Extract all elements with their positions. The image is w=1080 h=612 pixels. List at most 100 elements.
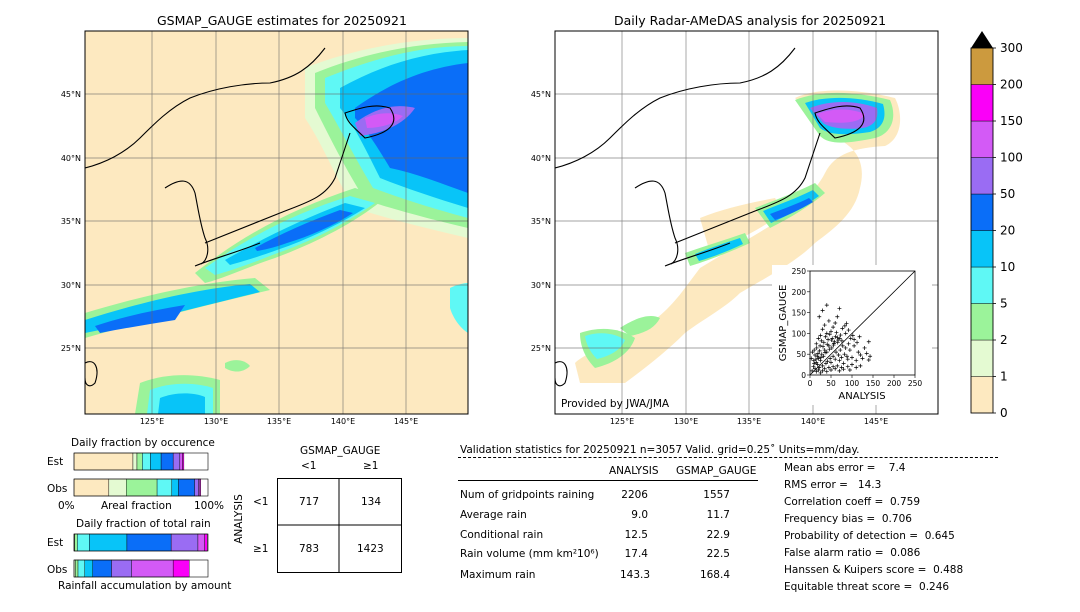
svg-text:140°E: 140°E [801,417,825,426]
scatter-point [820,368,825,373]
colorbar-segment [970,120,994,158]
scatter-point [825,359,830,364]
scatter-diagonal [809,270,916,376]
scatter-point [825,342,830,347]
scatter-y-tick-label: 50 [796,350,806,359]
score-hk: Hanssen & Kuipers score = 0.488 [784,564,964,576]
svg-text:130°E: 130°E [674,417,698,426]
scatter-point [866,358,871,363]
scatter-point [827,347,832,352]
validation-row-gsmap: 22.9 [706,529,730,541]
scatter-point [827,332,832,337]
scatter-point [818,358,823,363]
colorbar-tick-label: 300 [1000,41,1023,55]
scatter-point [812,348,817,353]
scatter-point [833,321,838,325]
scatter-point [831,325,836,330]
right-map-lat-labels: 45°N 40°N 35°N 30°N 25°N [531,90,551,353]
scatter-point [817,348,822,353]
contingency-row-lt1: <1 [253,496,269,508]
fraction-segment [77,559,85,578]
fraction-segment [178,478,195,497]
occurrence-title: Daily fraction by occurence [71,437,215,449]
scatter-point [824,331,829,336]
colorbar-segment [970,303,994,341]
scatter-point [821,340,826,345]
validation-row-gsmap: 168.4 [699,569,730,581]
left-map: 125°E 130°E 135°E 140°E 145°E 45°N 40°N … [61,30,469,426]
scatter-point [812,361,817,366]
scatter-point [813,353,818,358]
svg-text:30°N: 30°N [531,281,551,290]
left-map-coastlines [85,47,395,387]
scatter-point [842,323,847,328]
scatter-point [858,353,863,358]
scatter-point [811,358,816,363]
score-mae: Mean abs error = 7.4 [784,462,906,474]
svg-text:45°N: 45°N [531,90,551,99]
fraction-bar-frame [73,533,209,552]
contingency-grid [277,478,402,573]
occurrence-axis-left: 0% [58,500,75,512]
scatter-y-ticks: 0 50 100 150 200 250 [792,267,810,380]
scatter-point [834,330,839,335]
svg-text:125°E: 125°E [140,417,164,426]
fraction-segment [204,533,208,552]
scatter-point [850,333,855,338]
scatter-point [857,334,862,339]
scatter-x-tick-label: 0 [808,379,813,388]
fraction-segment [170,533,199,552]
fraction-segment [111,559,132,578]
fraction-segment [108,478,127,497]
scatter-x-tick-label: 250 [908,379,923,388]
validation-row-gsmap: 11.7 [706,509,730,521]
colorbar-tick-label: 20 [1000,224,1015,238]
score-pod: Probability of detection = 0.645 [784,530,955,542]
svg-text:40°N: 40°N [61,154,81,163]
scatter-point [868,354,873,359]
scatter-point [822,366,827,371]
scatter-point [821,354,826,359]
validation-header: Validation statistics for 20250921 n=305… [460,444,860,456]
right-map-lon-labels: 125°E 130°E 135°E 140°E 145°E [610,417,888,426]
scatter-point [831,354,836,359]
left-map-lat-labels: 45°N 40°N 35°N 30°N 25°N [61,90,81,353]
colorbar: 0 1 2 5 10 20 50 100 150 200 300 [970,31,1023,420]
scatter-point [821,344,826,349]
total-rain-axis-label: Rainfall accumulation by amount [58,580,232,592]
fraction-segment [73,478,110,497]
fraction-segment [73,452,134,471]
scatter-point [837,336,842,341]
fraction-segment [89,533,128,552]
svg-text:25°N: 25°N [531,344,551,353]
svg-text:30°N: 30°N [61,281,81,290]
scatter-point [862,345,867,350]
scatter-y-tick-label: 200 [792,288,807,297]
colorbar-tick-label: 100 [1000,151,1023,165]
scatter-point [814,360,819,365]
right-map-coastlines [555,47,865,387]
fraction-segment [126,478,158,497]
fraction-segment [171,478,179,497]
fraction-segment [172,452,181,471]
left-map-lon-labels: 125°E 130°E 135°E 140°E 145°E [140,417,418,426]
fraction-segment [136,452,143,471]
scatter-point [815,362,820,367]
colorbar-tick-label: 150 [1000,114,1023,128]
scatter-point [826,337,831,342]
occurrence-axis-mid: Areal fraction [101,500,172,512]
fraction-segment [198,478,201,497]
fraction-segment [75,559,79,578]
colorbar-tick-label: 200 [1000,78,1023,92]
fraction-bar-frame [73,559,209,578]
validation-row-analysis: 2206 [621,489,648,501]
occurrence-axis-right: 100% [194,500,225,512]
scatter-point [813,366,818,371]
scatter-y-tick-label: 250 [792,267,807,276]
fraction-segment [199,478,201,497]
right-map-title: Daily Radar-AMeDAS analysis for 20250921 [614,13,887,28]
colorbar-segment [970,193,994,231]
scatter-point [823,350,828,355]
scatter-point [852,337,857,342]
validation-row-gsmap: 1557 [703,489,730,501]
